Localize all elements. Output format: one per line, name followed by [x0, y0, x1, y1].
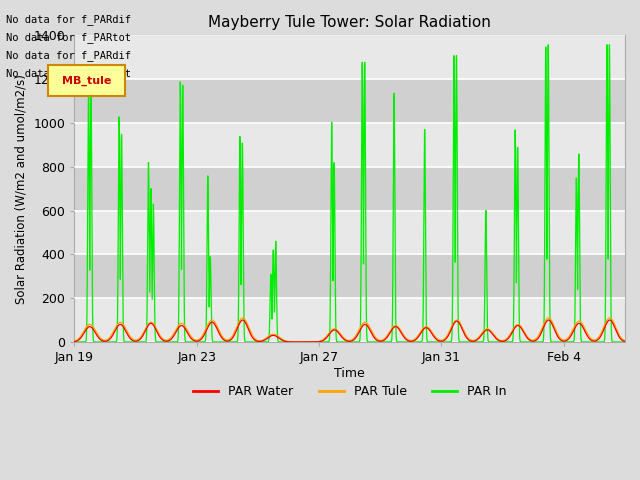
Title: Mayberry Tule Tower: Solar Radiation: Mayberry Tule Tower: Solar Radiation [208, 15, 491, 30]
X-axis label: Time: Time [334, 367, 365, 380]
Text: No data for f_PARtot: No data for f_PARtot [6, 32, 131, 43]
Legend: PAR Water, PAR Tule, PAR In: PAR Water, PAR Tule, PAR In [188, 380, 511, 403]
Text: MB_tule: MB_tule [61, 75, 111, 86]
Text: No data for f_PARdif: No data for f_PARdif [6, 13, 131, 24]
Bar [74, 211, 625, 254]
Bar [74, 298, 625, 342]
Y-axis label: Solar Radiation (W/m2 and umol/m2/s): Solar Radiation (W/m2 and umol/m2/s) [15, 74, 28, 303]
Bar [74, 79, 625, 123]
Bar [74, 254, 625, 298]
Text: No data for f_PARdif: No data for f_PARdif [6, 50, 131, 61]
Bar [74, 123, 625, 167]
Text: No data for f_PARtot: No data for f_PARtot [6, 68, 131, 79]
Bar [74, 36, 625, 79]
Bar [74, 167, 625, 211]
